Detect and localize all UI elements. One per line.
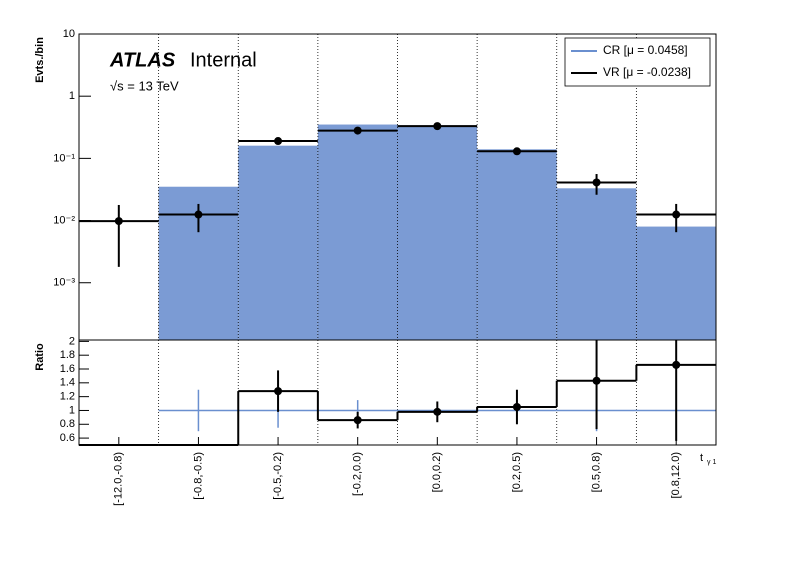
- cr-bar: [397, 125, 478, 341]
- legend-label: CR [μ = 0.0458]: [603, 43, 688, 57]
- cr-bar: [238, 145, 318, 340]
- cr-bar: [636, 226, 716, 340]
- ratio-tick-label: 2: [69, 335, 75, 347]
- y-tick-label: 10⁻²: [53, 214, 75, 226]
- experiment-label: ATLAS: [109, 49, 176, 71]
- ratio-tick-label: 1.2: [60, 391, 75, 403]
- vr-point: [194, 210, 203, 219]
- vr-ratio-point: [353, 416, 362, 425]
- ratio-label: Ratio: [34, 343, 46, 371]
- vr-point: [512, 147, 521, 156]
- vr-point: [592, 178, 601, 187]
- vr-point: [274, 137, 283, 146]
- y-label: Evts./bin: [34, 37, 46, 83]
- ratio-tick-label: 0.6: [60, 432, 75, 444]
- ratio-tick-label: 1: [69, 404, 75, 416]
- ratio-tick-label: 1.6: [60, 363, 75, 375]
- x-tick-label: [0.5,0.8): [590, 452, 602, 492]
- ratio-frame: [78, 339, 717, 446]
- vr-point: [433, 122, 442, 131]
- x-tick-label: [0.0,0.2): [431, 452, 443, 492]
- cr-bar: [317, 124, 398, 340]
- vr-ratio-point: [672, 360, 681, 369]
- x-tick-label: [-0.8,-0.5): [192, 452, 204, 500]
- ratio-tick-label: 1.4: [60, 377, 75, 389]
- legend-label: VR [μ = -0.0238]: [603, 65, 691, 79]
- y-tick-label: 1: [69, 90, 75, 102]
- ratio-tick-label: 1.8: [60, 349, 75, 361]
- cr-bar: [477, 149, 557, 340]
- y-tick-label: 10⁻³: [53, 277, 75, 289]
- vr-point: [672, 210, 681, 219]
- x-label-sub: γ 1: [707, 459, 716, 466]
- x-tick-label: [-0.2,0.0): [352, 452, 364, 496]
- cr-bar: [556, 188, 637, 340]
- legend-box: [564, 37, 711, 87]
- y-tick-label: 10⁻¹: [53, 152, 75, 164]
- ratio-tick-label: 0.8: [60, 418, 75, 430]
- vr-ratio-point: [592, 376, 601, 385]
- vr-ratio-point: [433, 407, 442, 416]
- x-label: t: [700, 452, 703, 464]
- x-tick-label: [-12.0,-0.8): [113, 452, 125, 506]
- x-tick-label: [0.2,0.5): [511, 452, 523, 492]
- x-tick-label: [0.8,12.0): [670, 452, 682, 498]
- y-tick-label: 10: [63, 28, 75, 40]
- vr-point: [114, 217, 123, 226]
- x-tick-label: [-0.5,-0.2): [272, 452, 284, 500]
- vr-point: [353, 126, 362, 135]
- vr-ratio-point: [512, 403, 521, 412]
- energy-label: √s = 13 TeV: [110, 78, 179, 93]
- vr-ratio-point: [274, 387, 283, 396]
- status-label: Internal: [190, 49, 257, 71]
